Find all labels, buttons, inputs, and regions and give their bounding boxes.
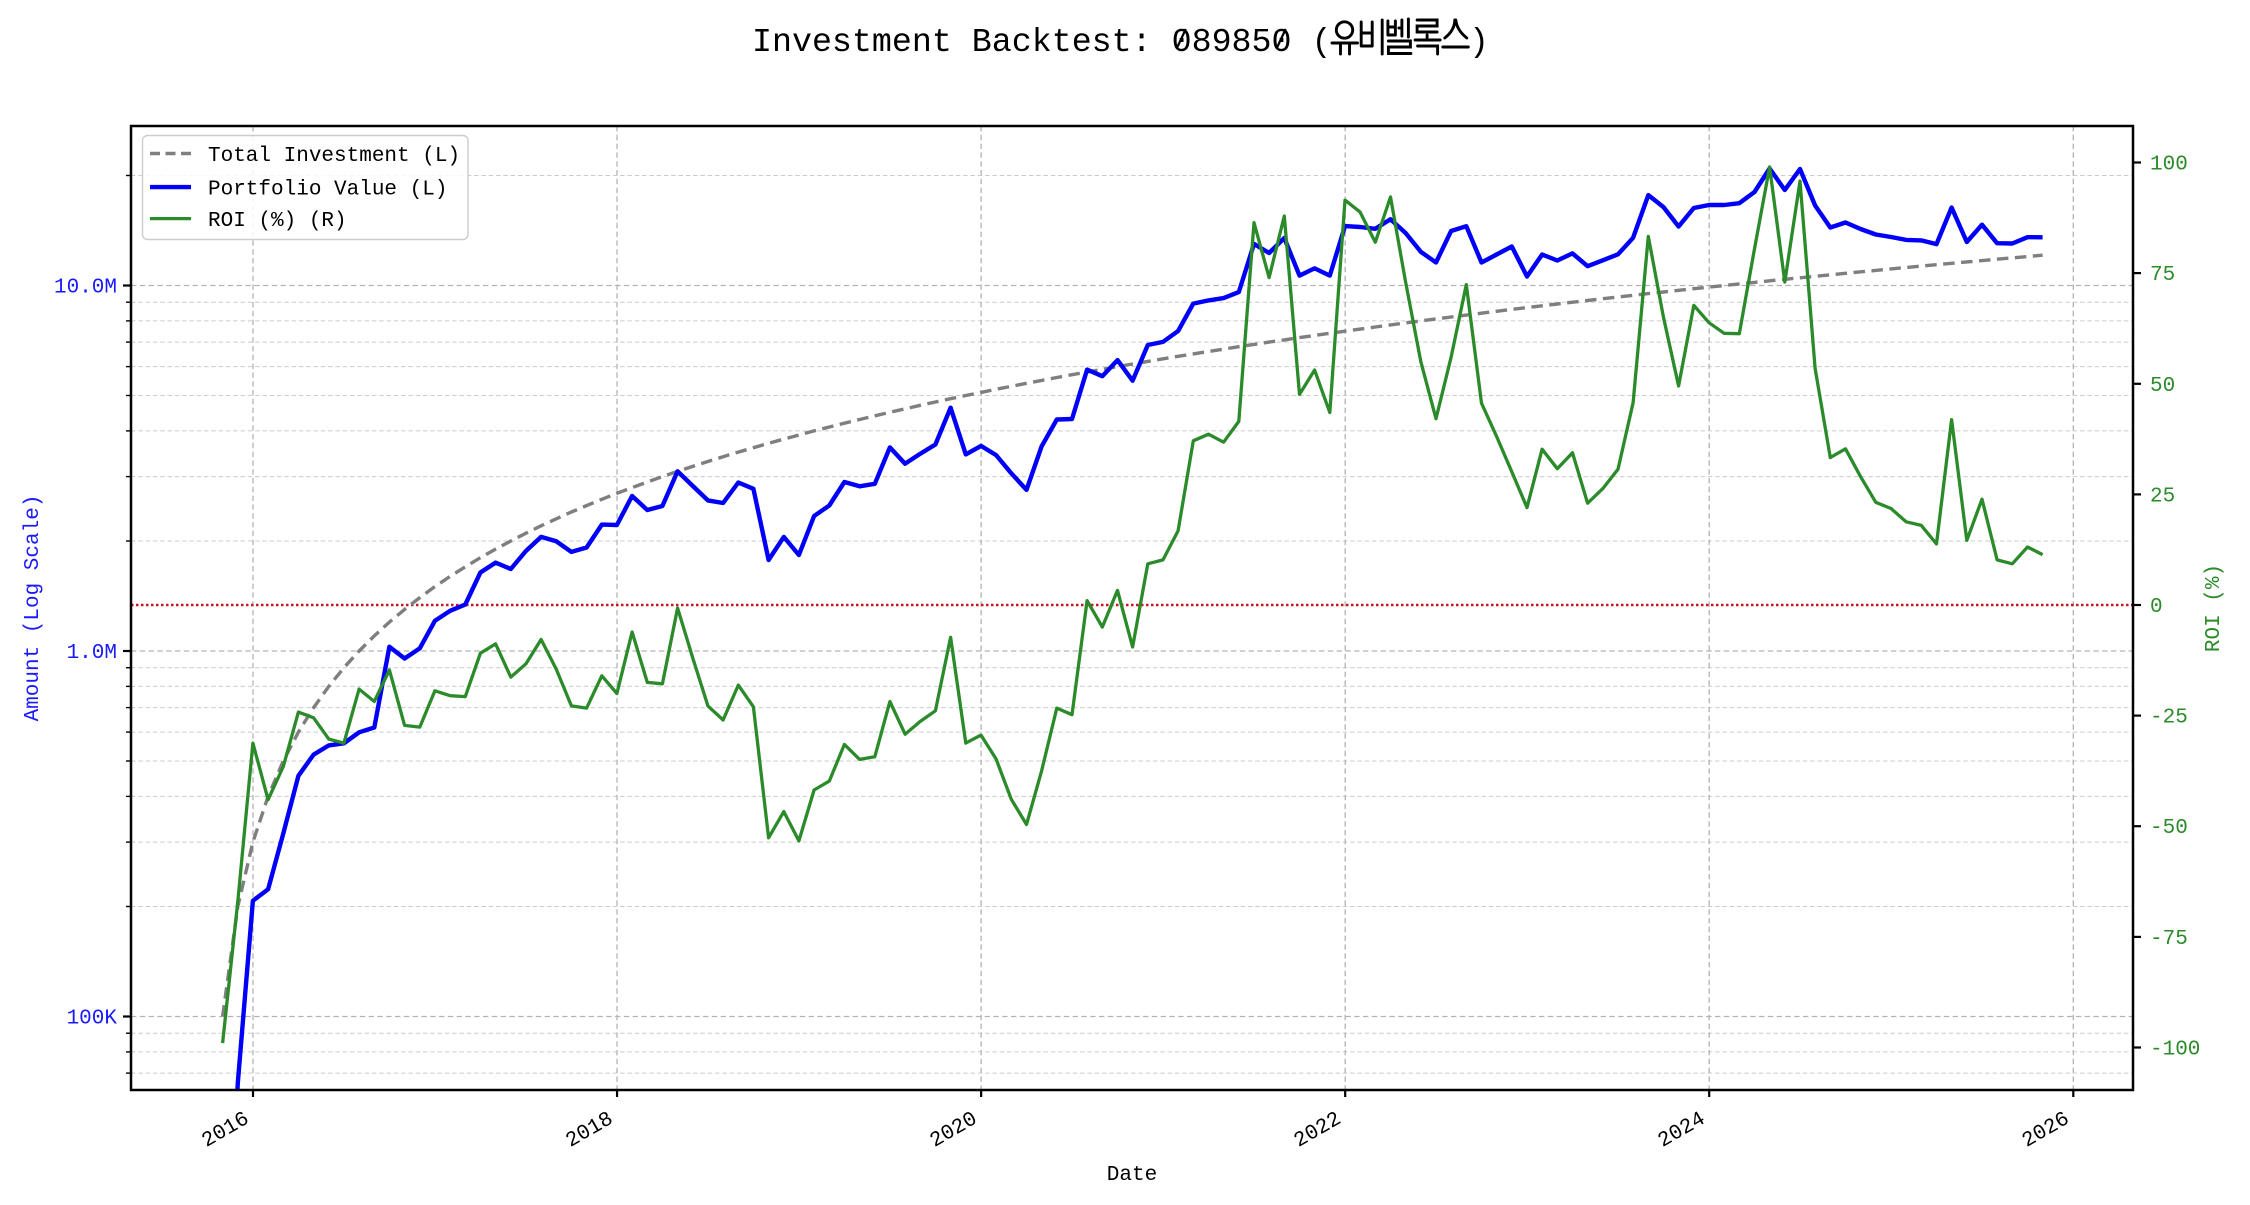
svg-text:ROI (%): ROI (%) xyxy=(2203,564,2226,652)
svg-text:-100: -100 xyxy=(2150,1039,2200,1062)
svg-text:Amount (Log Scale): Amount (Log Scale) xyxy=(22,495,45,722)
svg-text:-25: -25 xyxy=(2150,707,2188,730)
svg-text:Portfolio Value (L): Portfolio Value (L) xyxy=(208,179,447,202)
svg-text:Total Investment (L): Total Investment (L) xyxy=(208,145,460,168)
svg-text:-50: -50 xyxy=(2150,817,2188,840)
svg-text:100: 100 xyxy=(2150,154,2188,177)
svg-text:ROI (%) (R): ROI (%) (R) xyxy=(208,210,347,233)
svg-text:-75: -75 xyxy=(2150,928,2188,951)
svg-text:100K: 100K xyxy=(67,1008,118,1031)
svg-text:25: 25 xyxy=(2150,485,2175,508)
svg-text:10.0M: 10.0M xyxy=(54,277,117,300)
svg-text:Investment Backtest: 089850 (: Investment Backtest: 089850 ( xyxy=(752,23,1331,61)
svg-text:1.0M: 1.0M xyxy=(67,642,117,665)
svg-text:50: 50 xyxy=(2150,375,2175,398)
svg-text:Date: Date xyxy=(1107,1164,1157,1187)
svg-text:75: 75 xyxy=(2150,264,2175,287)
svg-text:): ) xyxy=(1469,23,1489,61)
svg-text:0: 0 xyxy=(2150,596,2163,619)
